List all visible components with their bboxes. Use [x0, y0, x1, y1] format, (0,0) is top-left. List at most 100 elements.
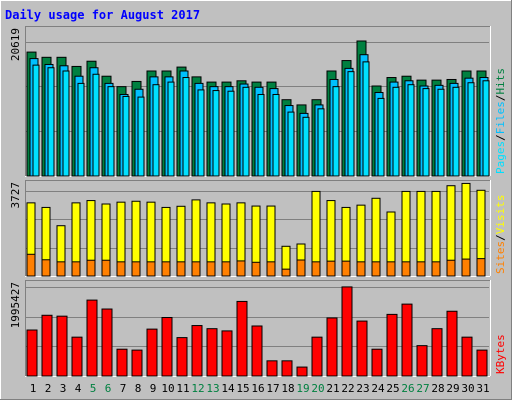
bar-sites-day-3: [56, 261, 66, 277]
bar-sites-day-20: [311, 261, 321, 277]
bar-pages-day-26: [407, 84, 415, 177]
x-tick-label-day-27: 27: [416, 382, 429, 395]
bar-sites-day-30: [461, 258, 471, 277]
bar-sites-day-8: [131, 261, 141, 277]
bar-sites-day-4: [71, 261, 81, 277]
bar-pages-day-17: [272, 93, 280, 177]
legend-entry: Visits: [494, 195, 507, 235]
bar-sites-day-19: [296, 259, 306, 277]
bar-kbytes-day-28: [431, 328, 443, 377]
legend-traffic: Pages/Files/Hits: [494, 68, 507, 174]
x-tick-label-day-6: 6: [105, 382, 112, 395]
bar-pages-day-31: [482, 80, 490, 177]
bar-kbytes-day-4: [71, 336, 83, 377]
bar-kbytes-day-14: [221, 330, 233, 377]
bar-pages-day-10: [167, 81, 175, 177]
bar-kbytes-day-3: [56, 315, 68, 377]
bar-sites-day-23: [356, 261, 366, 277]
legend-entry: Pages: [494, 141, 507, 174]
x-tick-label-day-23: 23: [356, 382, 369, 395]
legend-entry: /: [494, 95, 507, 102]
bar-pages-day-25: [392, 86, 400, 177]
panel-traffic: 20619 Pages/Files/Hits: [9, 26, 507, 177]
bar-pages-day-24: [377, 97, 385, 177]
bar-kbytes-day-31: [476, 349, 488, 377]
bar-sites-day-7: [116, 261, 126, 277]
bar-pages-day-22: [347, 71, 355, 177]
bar-pages-day-27: [422, 88, 430, 177]
bar-kbytes-day-15: [236, 300, 248, 377]
bar-sites-day-18: [281, 268, 291, 277]
y-max-label: 1995427: [9, 282, 22, 328]
bar-kbytes-day-22: [341, 286, 353, 377]
x-tick-label-day-30: 30: [461, 382, 474, 395]
x-tick-label-day-7: 7: [120, 382, 127, 395]
bar-pages-day-19: [302, 116, 310, 177]
bar-kbytes-day-19: [296, 366, 308, 377]
bar-kbytes-day-2: [41, 314, 53, 377]
legend-visitors: Sites/Visits: [494, 195, 507, 275]
x-tick-label-day-26: 26: [401, 382, 414, 395]
bar-pages-day-2: [47, 67, 55, 177]
bar-pages-day-30: [467, 82, 475, 177]
bar-pages-day-1: [32, 64, 40, 177]
bar-sites-day-14: [221, 261, 231, 277]
bar-pages-day-18: [287, 111, 295, 177]
bar-pages-day-4: [77, 82, 85, 177]
bar-pages-day-21: [332, 86, 340, 177]
bar-kbytes-day-9: [146, 328, 158, 377]
bar-pages-day-9: [152, 84, 160, 177]
legend-entry: /: [494, 134, 507, 141]
x-tick-label-day-9: 9: [150, 382, 157, 395]
x-tick-label-day-25: 25: [386, 382, 399, 395]
x-tick-label-day-17: 17: [266, 382, 279, 395]
bar-kbytes-day-7: [116, 348, 128, 377]
bar-sites-day-11: [176, 261, 186, 277]
x-tick-label-day-5: 5: [90, 382, 97, 395]
bar-sites-day-22: [341, 260, 351, 277]
bar-kbytes-day-1: [26, 329, 38, 377]
x-tick-label-day-1: 1: [30, 382, 37, 395]
bar-kbytes-day-12: [191, 325, 203, 377]
bar-sites-day-16: [251, 261, 261, 277]
bar-sites-day-2: [41, 259, 51, 277]
bar-kbytes-day-13: [206, 328, 218, 377]
bar-sites-day-17: [266, 261, 276, 277]
bar-pages-day-28: [437, 88, 445, 177]
bar-kbytes-day-20: [311, 336, 323, 377]
chart-title: Daily usage for August 2017: [5, 8, 200, 22]
bar-sites-day-6: [101, 259, 111, 277]
bar-sites-day-15: [236, 260, 246, 277]
y-max-label: 20619: [9, 28, 22, 61]
bar-sites-day-25: [386, 261, 396, 277]
bar-pages-day-8: [137, 96, 145, 177]
bar-pages-day-14: [227, 90, 235, 177]
bar-kbytes-day-26: [401, 303, 413, 377]
bar-pages-day-5: [92, 73, 100, 177]
bar-sites-day-12: [191, 261, 201, 277]
bar-kbytes-day-17: [266, 360, 278, 377]
bar-kbytes-day-29: [446, 310, 458, 377]
bar-sites-day-26: [401, 261, 411, 277]
x-tick-label-day-24: 24: [371, 382, 385, 395]
bar-pages-day-16: [257, 93, 265, 177]
bar-sites-day-21: [326, 260, 336, 277]
legend-entry: Sites: [494, 241, 507, 274]
x-tick-label-day-4: 4: [75, 382, 82, 395]
bar-kbytes-day-25: [386, 313, 398, 377]
x-tick-label-day-15: 15: [236, 382, 249, 395]
legend-kbytes: KBytes: [494, 334, 507, 374]
bar-kbytes-day-27: [416, 345, 428, 377]
bar-pages-day-23: [362, 61, 370, 177]
bar-kbytes-day-21: [326, 317, 338, 377]
y-max-label: 3727: [9, 182, 22, 209]
bar-pages-day-15: [242, 86, 250, 177]
panels: 20619Pages/Files/Hits3727Sites/Visits199…: [9, 26, 507, 377]
bar-pages-day-20: [317, 108, 325, 177]
x-tick-label-day-29: 29: [446, 382, 459, 395]
bar-sites-day-1: [26, 253, 36, 277]
bar-sites-day-5: [86, 259, 96, 277]
bar-kbytes-day-10: [161, 317, 173, 377]
bar-kbytes-day-11: [176, 337, 188, 377]
